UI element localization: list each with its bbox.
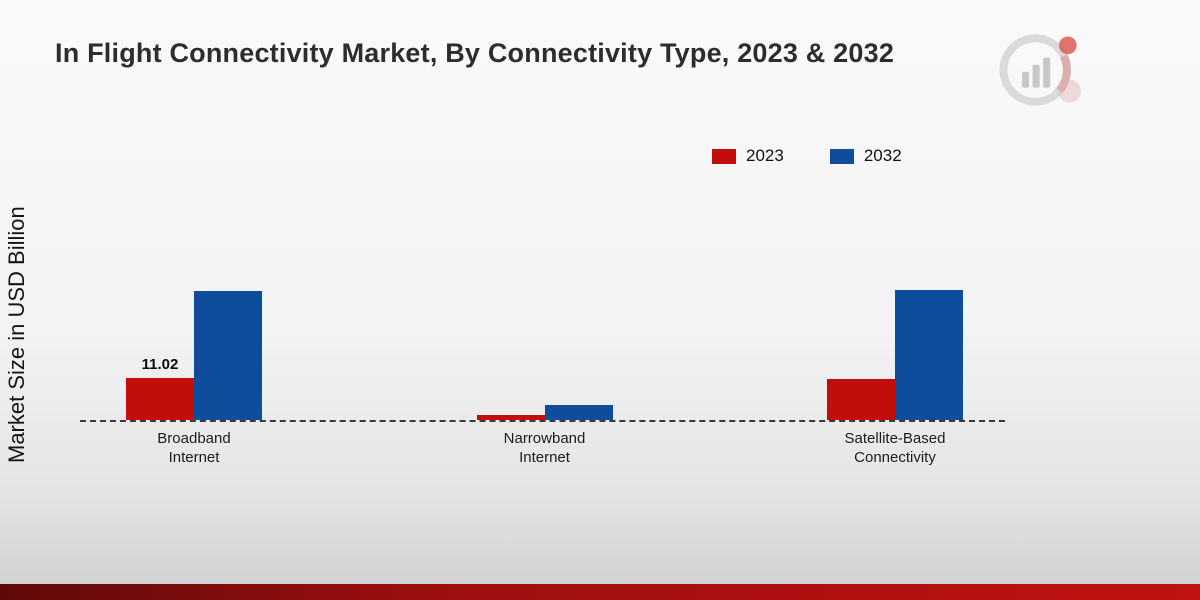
- bar-2032-satellite-based-connectivity: [895, 290, 963, 420]
- bar-wrap: [544, 405, 613, 420]
- bar-wrap: [476, 415, 545, 420]
- footer-accent-band: [0, 584, 1200, 600]
- x-axis-baseline: [80, 420, 1005, 422]
- bar-2023-broadband-internet: [126, 378, 194, 420]
- bar-group-broadband-internet: 11.02 Broadband Internet: [126, 291, 262, 466]
- bar-chart: 11.02 Broadband Internet Narrowband Internet…: [80, 270, 1005, 490]
- bar-wrap: [895, 290, 963, 420]
- bar-2023-narrowband-internet: [476, 415, 545, 420]
- legend-item-2032: 2032: [829, 146, 902, 166]
- bar-pair: 11.02: [126, 291, 262, 420]
- y-axis-label: Market Size in USD Billion: [4, 206, 29, 464]
- legend: 2023 2032: [712, 146, 902, 166]
- category-label-narrowband-internet: Narrowband Internet: [503, 430, 586, 466]
- bar-pair: [476, 405, 613, 420]
- bar-wrap: [827, 379, 895, 420]
- legend-item-2023: 2023: [712, 146, 784, 166]
- plot-area: 11.02 Broadband Internet Narrowband Internet…: [126, 270, 963, 466]
- bar-wrap: [194, 291, 262, 420]
- bar-data-label: 11.02: [141, 356, 179, 373]
- bar-group-narrowband-internet: Narrowband Internet: [476, 405, 613, 466]
- page-title: In Flight Connectivity Market, By Connec…: [55, 38, 895, 68]
- bar-wrap: 11.02: [126, 356, 194, 420]
- legend-swatch-2023: [712, 148, 736, 164]
- legend-swatch-2032: [829, 148, 854, 164]
- bar-group-satellite-based-connectivity: Satellite-Based Connectivity: [827, 290, 963, 466]
- legend-label-2032: 2032: [863, 146, 902, 165]
- bar-2032-broadband-internet: [194, 291, 262, 420]
- brand-logo: [993, 26, 1081, 114]
- legend-label-2023: 2023: [746, 146, 784, 165]
- bar-pair: [827, 290, 963, 420]
- bar-2023-satellite-based-connectivity: [827, 379, 895, 420]
- bar-2032-narrowband-internet: [544, 405, 613, 420]
- category-label-broadband-internet: Broadband Internet: [157, 430, 231, 466]
- category-label-satellite-based-connectivity: Satellite-Based Connectivity: [844, 430, 946, 466]
- brand-logo-icon: [999, 34, 1081, 106]
